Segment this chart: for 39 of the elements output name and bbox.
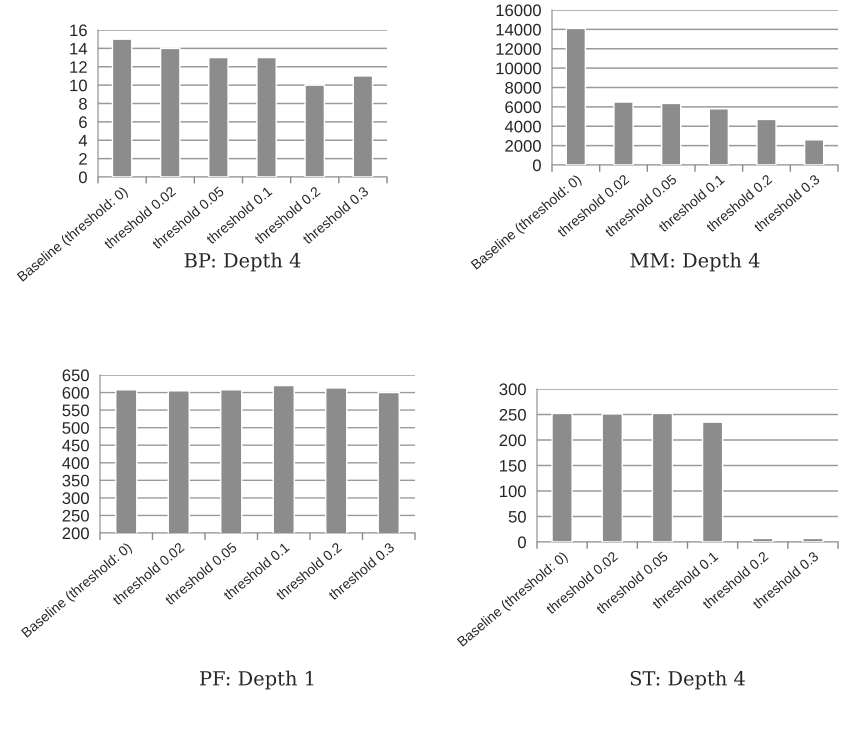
y-tick-label: 400 [62, 457, 89, 469]
y-tick-label: 450 [62, 440, 89, 452]
y-tick-label: 12 [70, 61, 87, 73]
y-tick-label: 100 [500, 485, 526, 498]
y-tick-label: 10000 [496, 62, 541, 74]
y-tick-label: 600 [62, 386, 89, 399]
y-tick-label: 14000 [496, 24, 541, 36]
y-tick-label: 16000 [496, 4, 541, 16]
y-tick-label: 4000 [504, 120, 541, 132]
y-tick-label: 300 [499, 383, 526, 396]
y-tick-label: 250 [500, 408, 526, 421]
y-tick-label: 200 [500, 434, 526, 446]
y-tick-label: 2000 [505, 140, 541, 152]
y-tick-label: 16 [70, 24, 87, 36]
y-tick-label: 150 [500, 460, 526, 472]
y-tick-label: 0 [532, 159, 541, 172]
y-tick-label: 300 [62, 492, 89, 504]
y-tick-label: 550 [62, 404, 89, 416]
y-tick-label: 10 [70, 80, 87, 92]
y-tick-label: 250 [62, 510, 89, 522]
y-tick-label: 6 [79, 116, 87, 128]
y-tick-label: 14 [70, 42, 88, 54]
y-tick-label: 8 [79, 98, 87, 110]
y-tick-label: 50 [508, 510, 526, 523]
text: BP: Depth 4 [184, 252, 300, 272]
y-tick-label: 350 [62, 474, 89, 487]
text: PF: Depth 1 [200, 670, 314, 690]
y-tick-label: 0 [78, 171, 87, 184]
y-tick-label: 200 [62, 527, 89, 540]
y-tick-label: 650 [62, 369, 89, 382]
y-tick-label: 4 [78, 134, 88, 146]
y-tick-label: 6000 [505, 101, 541, 114]
text: MM: Depth 4 [630, 252, 760, 272]
y-tick-label: 2 [79, 153, 87, 165]
y-tick-label: 8000 [505, 82, 541, 94]
y-tick-label: 12000 [496, 43, 541, 55]
y-tick-label: 0 [518, 536, 526, 548]
text: ST: Depth 4 [630, 670, 745, 690]
y-tick-label: 500 [62, 422, 89, 434]
